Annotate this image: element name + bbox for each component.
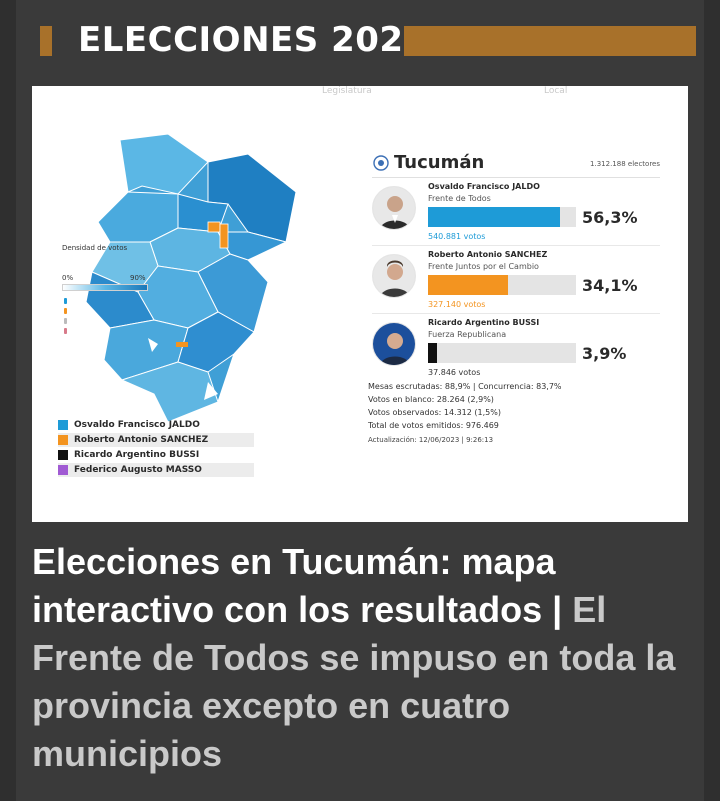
density-scale-bar bbox=[62, 284, 148, 291]
article-image[interactable]: Legislatura Local Densidad de votos 0% bbox=[32, 86, 688, 522]
legend-item[interactable]: Osvaldo Francisco JALDO bbox=[58, 418, 254, 432]
results-stats: Mesas escrutadas: 88,9% | Concurrencia: … bbox=[368, 382, 658, 444]
results-panel: Tucumán 1.312.188 electores Osvaldo Fran… bbox=[372, 150, 660, 382]
candidate-name: Roberto Antonio SANCHEZ bbox=[428, 250, 548, 259]
candidate-votes: 540.881 votos bbox=[428, 232, 486, 241]
stat-mesas: Mesas escrutadas: 88,9% | Concurrencia: … bbox=[368, 382, 562, 391]
person-icon bbox=[373, 323, 415, 365]
legend-swatch bbox=[58, 435, 68, 445]
candidate-party: Frente Juntos por el Cambio bbox=[428, 262, 539, 271]
person-icon bbox=[373, 187, 415, 229]
map-region-blank bbox=[204, 382, 218, 400]
section-accent-right bbox=[404, 26, 696, 56]
candidate-votes: 327.140 votos bbox=[428, 300, 486, 309]
stat-total: Total de votos emitidos: 976.469 bbox=[368, 421, 499, 430]
legend-swatch bbox=[58, 420, 68, 430]
person-icon bbox=[373, 255, 415, 297]
headline-separator: | bbox=[542, 589, 573, 630]
vote-bar-track bbox=[428, 207, 576, 227]
section-header: ELECCIONES 2023 bbox=[40, 14, 696, 66]
stat-blanco: Votos en blanco: 28.264 (2,9%) bbox=[368, 395, 494, 404]
province-header: Tucumán 1.312.188 electores bbox=[372, 150, 660, 178]
article-headline[interactable]: Elecciones en Tucumán: mapa interactivo … bbox=[32, 538, 692, 778]
map-legend: Osvaldo Francisco JALDO Roberto Antonio … bbox=[58, 418, 254, 478]
candidate-row: Osvaldo Francisco JALDO Frente de Todos … bbox=[372, 178, 660, 246]
scale-max: 90% bbox=[130, 274, 146, 282]
candidate-avatar bbox=[372, 254, 416, 298]
legend-item[interactable]: Ricardo Argentino BUSSI bbox=[58, 448, 254, 462]
province-map-svg bbox=[85, 133, 297, 423]
legend-swatch bbox=[58, 450, 68, 460]
vote-bar-track bbox=[428, 343, 576, 363]
candidate-percent: 56,3% bbox=[582, 208, 638, 227]
stat-update: Actualización: 12/06/2023 | 9:26:13 bbox=[368, 436, 494, 444]
tab-legislatura[interactable]: Legislatura bbox=[322, 86, 372, 96]
candidate-percent: 3,9% bbox=[582, 344, 627, 363]
scale-min: 0% bbox=[62, 274, 74, 282]
candidate-row: Ricardo Argentino BUSSI Fuerza Republica… bbox=[372, 314, 660, 382]
legend-item[interactable]: Roberto Antonio SANCHEZ bbox=[58, 433, 254, 447]
scale-mark bbox=[64, 298, 67, 304]
scale-mark bbox=[64, 318, 67, 324]
map-region-sanchez bbox=[207, 221, 221, 233]
province-shield-icon bbox=[373, 155, 389, 171]
candidate-party: Fuerza Republicana bbox=[428, 330, 507, 339]
headline-subtitle[interactable]: El Frente de Todos se impuso en toda la … bbox=[32, 589, 676, 774]
map-region-sanchez bbox=[219, 223, 229, 249]
vote-bar-fill bbox=[428, 275, 508, 295]
electors-count: 1.312.188 electores bbox=[590, 160, 660, 168]
candidate-party: Frente de Todos bbox=[428, 194, 491, 203]
stat-observados: Votos observados: 14.312 (1,5%) bbox=[368, 408, 501, 417]
legend-label: Osvaldo Francisco JALDO bbox=[74, 420, 200, 430]
tucuman-map[interactable]: Densidad de votos 0% 90% bbox=[58, 132, 298, 423]
legend-label: Federico Augusto MASSO bbox=[74, 465, 202, 475]
legend-label: Ricardo Argentino BUSSI bbox=[74, 450, 200, 460]
vote-bar-track bbox=[428, 275, 576, 295]
tab-local[interactable]: Local bbox=[544, 86, 568, 96]
section-title: ELECCIONES 2023 bbox=[78, 20, 428, 60]
legend-item[interactable]: Federico Augusto MASSO bbox=[58, 463, 254, 477]
density-label: Densidad de votos bbox=[62, 244, 128, 252]
scale-mark bbox=[64, 328, 67, 334]
province-name: Tucumán bbox=[394, 152, 485, 173]
candidate-row: Roberto Antonio SANCHEZ Frente Juntos po… bbox=[372, 246, 660, 314]
candidate-name: Osvaldo Francisco JALDO bbox=[428, 182, 540, 191]
legend-swatch bbox=[58, 465, 68, 475]
candidate-votes: 37.846 votos bbox=[428, 368, 481, 377]
map-region bbox=[120, 361, 219, 423]
headline-title[interactable]: Elecciones en Tucumán: mapa interactivo … bbox=[32, 541, 556, 630]
map-tabs: Legislatura Local bbox=[32, 86, 688, 106]
map-region-sanchez bbox=[176, 342, 188, 347]
legend-label: Roberto Antonio SANCHEZ bbox=[74, 435, 209, 445]
scale-mark bbox=[64, 308, 67, 314]
candidate-avatar bbox=[372, 186, 416, 230]
candidate-name: Ricardo Argentino BUSSI bbox=[428, 318, 540, 327]
vote-bar-fill bbox=[428, 207, 560, 227]
map-region-blank bbox=[148, 338, 158, 352]
candidate-percent: 34,1% bbox=[582, 276, 638, 295]
section-accent-left bbox=[40, 26, 52, 56]
vote-bar-fill bbox=[428, 343, 437, 363]
candidate-avatar bbox=[372, 322, 416, 366]
